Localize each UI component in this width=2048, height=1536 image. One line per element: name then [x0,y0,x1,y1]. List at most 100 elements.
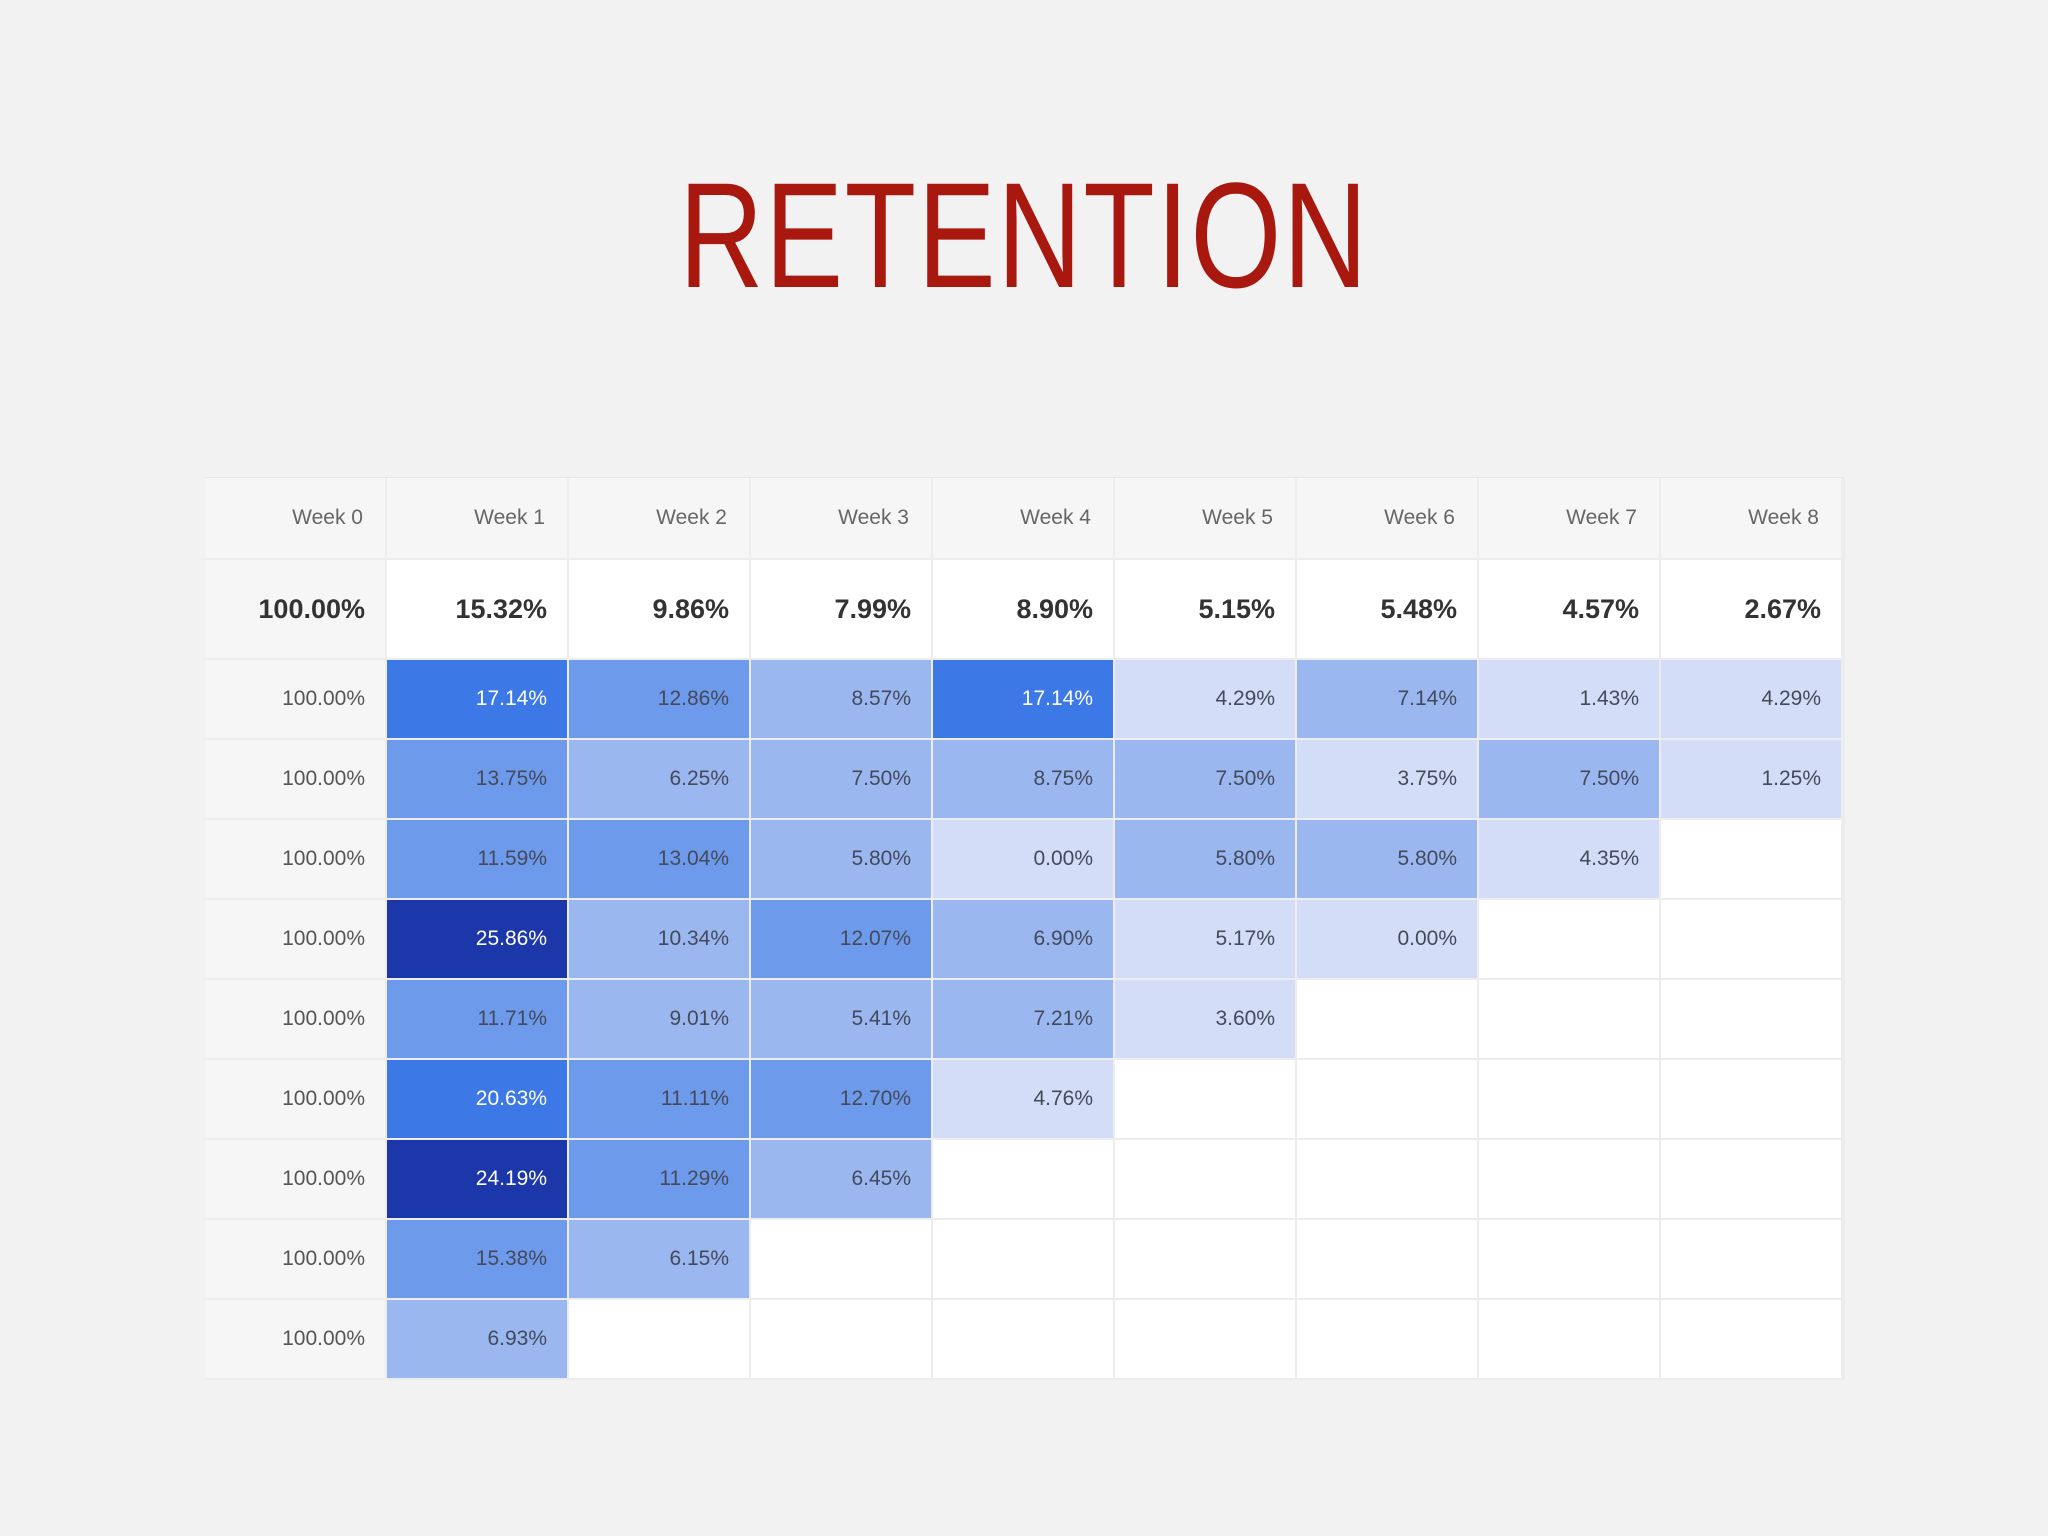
cohort-base-cell: 100.00% [205,980,387,1060]
cohort-base-cell: 100.00% [205,1060,387,1140]
column-header: Week 5 [1115,478,1297,560]
retention-cell: 6.93% [387,1300,569,1380]
column-header: Week 6 [1297,478,1479,560]
retention-cell: 0.00% [933,820,1115,900]
retention-cell: 8.75% [933,740,1115,820]
retention-cell: 15.38% [387,1220,569,1300]
retention-cell: 10.34% [569,900,751,980]
retention-cell: 7.14% [1297,660,1479,740]
empty-cell [1297,1300,1479,1380]
retention-cell: 4.76% [933,1060,1115,1140]
empty-cell [1479,980,1661,1060]
empty-cell [1661,820,1843,900]
empty-cell [1661,1300,1843,1380]
retention-cell: 17.14% [933,660,1115,740]
retention-cell: 20.63% [387,1060,569,1140]
summary-cell: 5.48% [1297,560,1479,660]
retention-cell: 7.50% [1115,740,1297,820]
retention-cell: 24.19% [387,1140,569,1220]
empty-cell [1479,1140,1661,1220]
retention-cell: 7.50% [751,740,933,820]
summary-cell: 100.00% [205,560,387,660]
cohort-base-cell: 100.00% [205,1140,387,1220]
slide-title: RETENTION [678,151,1370,319]
empty-cell [1297,1140,1479,1220]
empty-cell [1479,900,1661,980]
cohort-base-cell: 100.00% [205,820,387,900]
empty-cell [1661,980,1843,1060]
empty-cell [1661,1060,1843,1140]
retention-cell: 11.71% [387,980,569,1060]
retention-cell: 12.07% [751,900,933,980]
summary-cell: 5.15% [1115,560,1297,660]
empty-cell [1115,1300,1297,1380]
summary-cell: 2.67% [1661,560,1843,660]
retention-cell: 7.50% [1479,740,1661,820]
empty-cell [1297,1060,1479,1140]
summary-cell: 7.99% [751,560,933,660]
retention-cell: 7.21% [933,980,1115,1060]
retention-cell: 6.45% [751,1140,933,1220]
empty-cell [1661,1140,1843,1220]
retention-cell: 11.11% [569,1060,751,1140]
retention-cell: 25.86% [387,900,569,980]
empty-cell [1479,1060,1661,1140]
retention-cell: 1.43% [1479,660,1661,740]
retention-cell: 5.41% [751,980,933,1060]
column-header: Week 7 [1479,478,1661,560]
empty-cell [1297,1220,1479,1300]
retention-cell: 5.17% [1115,900,1297,980]
retention-cell: 5.80% [1297,820,1479,900]
retention-cell: 6.90% [933,900,1115,980]
empty-cell [1661,1220,1843,1300]
cohort-base-cell: 100.00% [205,1300,387,1380]
column-header: Week 3 [751,478,933,560]
retention-cell: 5.80% [1115,820,1297,900]
empty-cell [1115,1060,1297,1140]
retention-cell: 4.35% [1479,820,1661,900]
empty-cell [751,1220,933,1300]
retention-cell: 4.29% [1115,660,1297,740]
cohort-base-cell: 100.00% [205,660,387,740]
empty-cell [1115,1140,1297,1220]
empty-cell [569,1300,751,1380]
empty-cell [751,1300,933,1380]
column-header: Week 2 [569,478,751,560]
summary-cell: 9.86% [569,560,751,660]
summary-cell: 4.57% [1479,560,1661,660]
column-header: Week 0 [205,478,387,560]
retention-cell: 6.25% [569,740,751,820]
retention-cell: 11.29% [569,1140,751,1220]
retention-cell: 3.75% [1297,740,1479,820]
retention-cell: 4.29% [1661,660,1843,740]
column-header: Week 4 [933,478,1115,560]
retention-cell: 3.60% [1115,980,1297,1060]
retention-cell: 5.80% [751,820,933,900]
empty-cell [1115,1220,1297,1300]
cohort-base-cell: 100.00% [205,740,387,820]
empty-cell [1297,980,1479,1060]
retention-cell: 11.59% [387,820,569,900]
empty-cell [933,1140,1115,1220]
retention-cell: 13.04% [569,820,751,900]
retention-cell: 12.86% [569,660,751,740]
retention-cell: 6.15% [569,1220,751,1300]
cohort-base-cell: 100.00% [205,900,387,980]
retention-cell: 1.25% [1661,740,1843,820]
cohort-base-cell: 100.00% [205,1220,387,1300]
empty-cell [933,1300,1115,1380]
retention-cell: 17.14% [387,660,569,740]
retention-cell: 13.75% [387,740,569,820]
retention-cell: 0.00% [1297,900,1479,980]
retention-heatmap: Week 0 Week 1 Week 2 Week 3 Week 4 Week 5 Week… [205,477,1845,1380]
retention-cell: 12.70% [751,1060,933,1140]
column-header: Week 1 [387,478,569,560]
summary-cell: 15.32% [387,560,569,660]
summary-cell: 8.90% [933,560,1115,660]
empty-cell [1661,900,1843,980]
empty-cell [933,1220,1115,1300]
empty-cell [1479,1220,1661,1300]
retention-cell: 9.01% [569,980,751,1060]
retention-cell: 8.57% [751,660,933,740]
column-header: Week 8 [1661,478,1843,560]
